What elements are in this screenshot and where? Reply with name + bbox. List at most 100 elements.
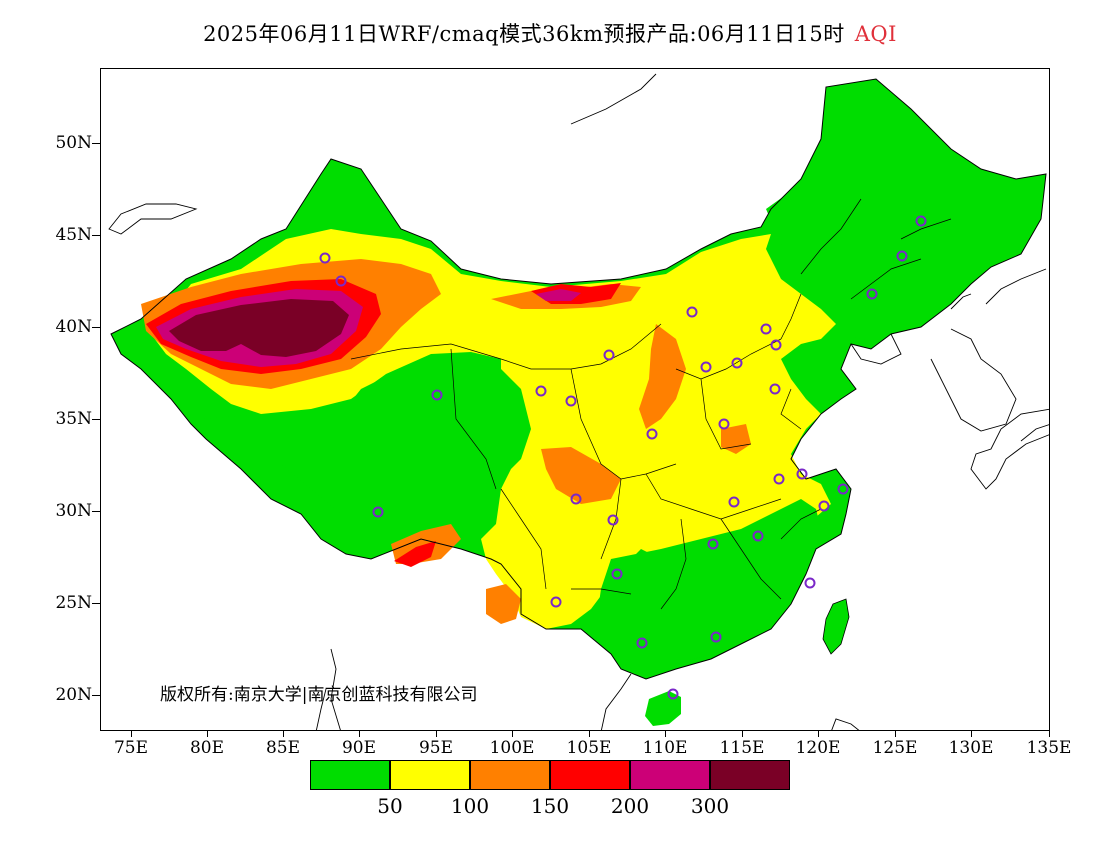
- station-marker: [686, 306, 698, 318]
- legend-swatch-unhealthy: [550, 760, 630, 790]
- station-marker: [718, 418, 730, 430]
- legend-swatch-moderate: [390, 760, 470, 790]
- lon-label-90e: 90E: [341, 738, 377, 758]
- lon-label-135e: 135E: [1026, 738, 1072, 758]
- lon-tick: [283, 731, 284, 737]
- station-marker: [667, 688, 679, 700]
- legend-label-300: 300: [690, 794, 730, 818]
- lon-tick: [665, 731, 666, 737]
- lat-tick: [92, 695, 100, 696]
- station-marker: [760, 323, 772, 335]
- plateau-green: [201, 352, 501, 524]
- lon-label-100e: 100E: [489, 738, 535, 758]
- lon-tick: [359, 731, 360, 737]
- station-marker: [607, 514, 619, 526]
- lon-tick: [589, 731, 590, 737]
- lon-label-125e: 125E: [872, 738, 918, 758]
- lat-tick: [92, 511, 100, 512]
- station-markers: [319, 215, 927, 700]
- lon-tick: [436, 731, 437, 737]
- coastlines: [108, 73, 1049, 730]
- northeast-green: [766, 83, 1041, 341]
- lon-tick: [512, 731, 513, 737]
- south-green: [596, 499, 821, 674]
- station-marker: [837, 483, 849, 495]
- lon-label-120e: 120E: [795, 738, 841, 758]
- station-marker: [866, 288, 878, 300]
- lat-label-20n: 20N: [55, 685, 92, 705]
- station-marker: [731, 357, 743, 369]
- lon-tick: [207, 731, 208, 737]
- lat-label-40n: 40N: [55, 317, 92, 337]
- lon-tick: [1049, 731, 1050, 737]
- legend-swatch-good: [310, 760, 390, 790]
- lat-tick: [92, 143, 100, 144]
- legend-label-150: 150: [530, 794, 570, 818]
- lon-label-80e: 80E: [189, 738, 225, 758]
- station-marker: [707, 538, 719, 550]
- station-marker: [646, 428, 658, 440]
- lat-label-25n: 25N: [55, 593, 92, 613]
- station-marker: [372, 506, 384, 518]
- station-marker: [565, 395, 577, 407]
- station-marker: [550, 596, 562, 608]
- station-marker: [570, 493, 582, 505]
- station-marker: [535, 385, 547, 397]
- lat-label-45n: 45N: [55, 225, 92, 245]
- station-marker: [818, 500, 830, 512]
- legend-label-100: 100: [450, 794, 490, 818]
- station-marker: [752, 530, 764, 542]
- lat-tick: [92, 419, 100, 420]
- sensitive-zone-north-china: [639, 324, 686, 429]
- lon-label-115e: 115E: [719, 738, 765, 758]
- station-marker: [335, 275, 347, 287]
- map-title: 2025年06月11日WRF/cmaq模式36km预报产品:06月11日15时 A…: [0, 18, 1100, 48]
- legend-swatch-hazardous: [710, 760, 790, 790]
- lat-label-35n: 35N: [55, 409, 92, 429]
- lon-label-75e: 75E: [113, 738, 149, 758]
- station-marker: [796, 468, 808, 480]
- hazardous-zone: [169, 299, 349, 357]
- lat-label-50n: 50N: [55, 133, 92, 153]
- lat-label-30n: 30N: [55, 501, 92, 521]
- station-marker: [896, 250, 908, 262]
- aqi-map: [108, 73, 1049, 730]
- title-main: 2025年06月11日WRF/cmaq模式36km预报产品:06月11日15时: [203, 22, 845, 46]
- station-marker: [769, 383, 781, 395]
- legend-label-200: 200: [610, 794, 650, 818]
- legend-swatch-sensitive: [470, 760, 550, 790]
- china-border: [110, 78, 1047, 680]
- lon-label-85e: 85E: [265, 738, 301, 758]
- station-marker: [804, 577, 816, 589]
- station-marker: [700, 361, 712, 373]
- lon-label-110e: 110E: [642, 738, 688, 758]
- lat-tick: [92, 603, 100, 604]
- lat-tick: [92, 235, 100, 236]
- lon-tick: [742, 731, 743, 737]
- lon-tick: [971, 731, 972, 737]
- hainan-island: [645, 691, 681, 726]
- aqi-legend: [310, 760, 791, 792]
- station-marker: [710, 631, 722, 643]
- station-marker: [728, 496, 740, 508]
- lon-tick: [131, 731, 132, 737]
- title-variable: AQI: [854, 22, 897, 46]
- lon-label-95e: 95E: [418, 738, 454, 758]
- taiwan-island: [822, 598, 850, 655]
- legend-swatch-very-unhealthy: [630, 760, 710, 790]
- station-marker: [770, 339, 782, 351]
- station-marker: [319, 252, 331, 264]
- lon-tick: [818, 731, 819, 737]
- copyright-notice: 版权所有:南京大学|南京创蓝科技有限公司: [160, 685, 478, 705]
- sensitive-zone-sichuan: [541, 447, 621, 504]
- very-unhealthy-zone-small: [536, 289, 581, 301]
- station-marker: [915, 215, 927, 227]
- lat-tick: [92, 327, 100, 328]
- legend-label-50: 50: [377, 794, 403, 818]
- station-marker: [773, 473, 785, 485]
- map-frame[interactable]: [100, 68, 1050, 731]
- station-marker: [603, 349, 615, 361]
- station-marker: [611, 568, 623, 580]
- lon-tick: [895, 731, 896, 737]
- province-borders: [350, 198, 952, 610]
